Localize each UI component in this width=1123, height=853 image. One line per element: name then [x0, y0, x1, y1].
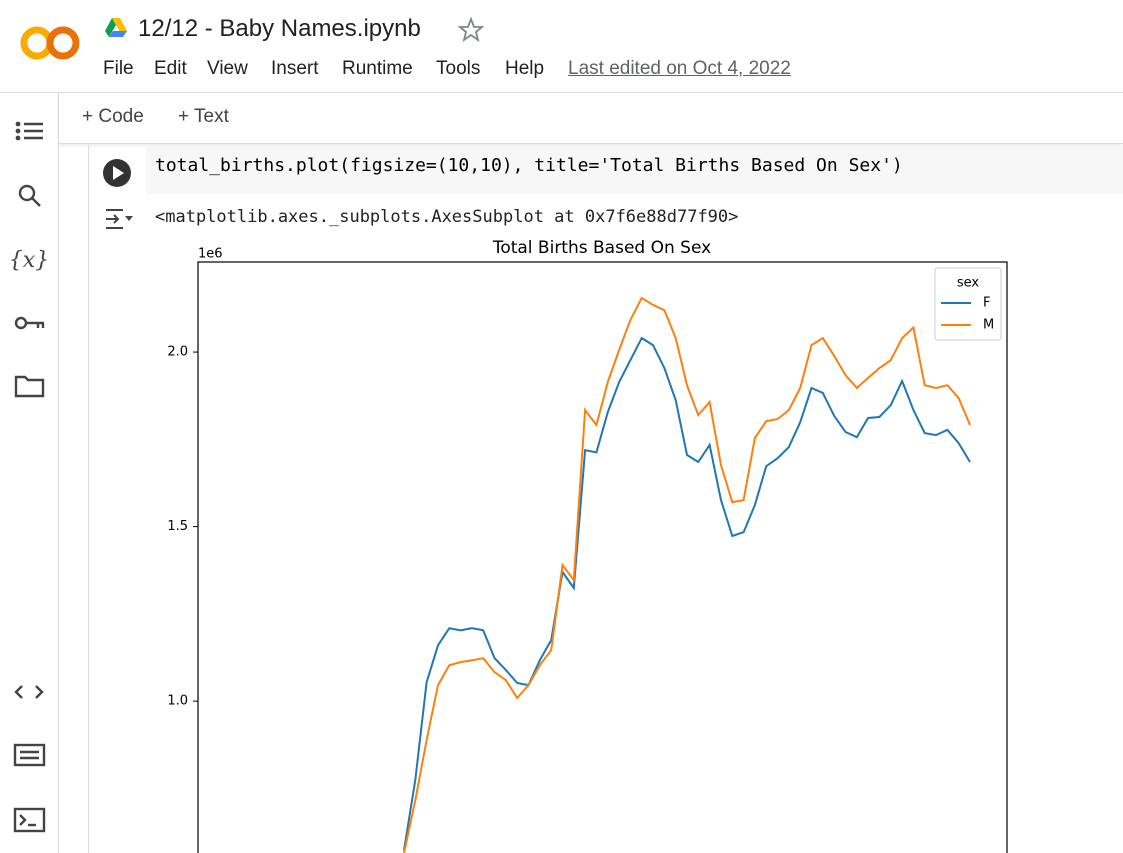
menu-item[interactable]: File: [103, 58, 134, 79]
output-text: <matplotlib.axes._subplots.AxesSubplot a…: [155, 207, 739, 227]
chart-title: Total Births Based On Sex: [492, 238, 711, 258]
menu-item[interactable]: Tools: [436, 58, 481, 79]
notebook-title[interactable]: 12/12 - Baby Names.ipynb: [138, 15, 421, 42]
search-icon[interactable]: [18, 184, 41, 207]
header-bar: [0, 0, 1123, 93]
plot-frame: [197, 261, 1008, 853]
code-text[interactable]: total_births.plot(figsize=(10,10), title…: [155, 155, 903, 176]
toolbar: [59, 93, 1123, 144]
colab-logo[interactable]: [18, 22, 82, 62]
legend-title: sex: [957, 276, 980, 291]
add-code-button[interactable]: + Code: [82, 106, 144, 127]
y-tick-label: 1.0: [167, 694, 188, 709]
run-button[interactable]: [102, 158, 132, 188]
sidebar: {x}: [9, 121, 49, 833]
button-label: Text: [194, 106, 229, 127]
terminal-icon[interactable]: [13, 807, 46, 833]
y-tick-label: 2.0: [167, 345, 188, 360]
menu-item[interactable]: Runtime: [342, 58, 413, 79]
line-series: [403, 336, 971, 851]
drive-icon: [105, 18, 127, 37]
terminal-list-icon[interactable]: [13, 743, 46, 767]
legend-label: M: [983, 318, 994, 333]
folder-icon[interactable]: [14, 375, 45, 398]
menu-item[interactable]: View: [207, 58, 248, 79]
line-series: [403, 296, 971, 853]
sidebar-divider: [58, 93, 59, 853]
variables-icon[interactable]: {x}: [9, 248, 49, 273]
legend-label: F: [983, 296, 990, 311]
menu-item[interactable]: Insert: [271, 58, 319, 79]
y-tick-label: 1.5: [167, 519, 188, 534]
button-label: Code: [98, 106, 144, 127]
last-edited[interactable]: Last edited on Oct 4, 2022: [568, 58, 791, 79]
output-icon[interactable]: [103, 206, 135, 232]
y-offset-label: 1e6: [198, 247, 223, 262]
toc-icon[interactable]: [15, 121, 43, 141]
star-icon[interactable]: [458, 17, 484, 43]
chart: Total Births Based On Sex 1e6 1.0 1.5 2.0 s…: [167, 238, 1008, 853]
code-area: [146, 146, 1123, 194]
menu-item[interactable]: Edit: [154, 58, 187, 79]
add-text-button[interactable]: + Text: [178, 106, 229, 127]
menu-item[interactable]: Help: [505, 58, 545, 79]
key-icon[interactable]: [14, 316, 45, 330]
code-snippet-icon[interactable]: [14, 685, 44, 699]
cell-border: [88, 145, 89, 853]
